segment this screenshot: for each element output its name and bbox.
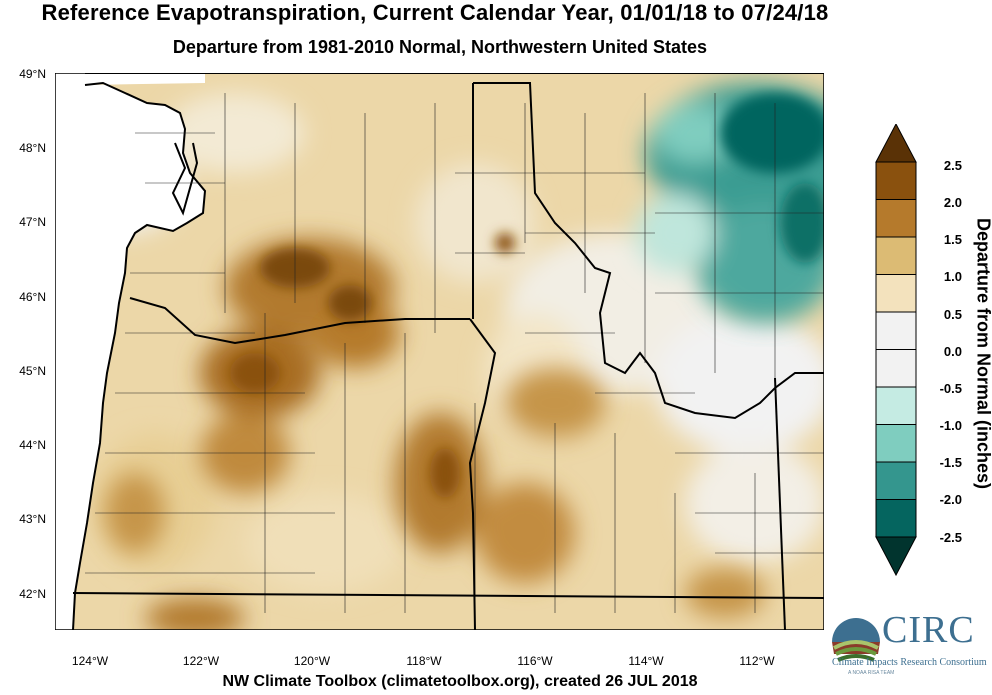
colorbar-block [875,236,917,275]
cb-tick-0.0: 0.0 [943,344,962,359]
cb-tick-neg2.0: -2.0 [939,492,962,507]
lon-label-120: 120°W [293,654,331,668]
lon-label-114: 114°W [628,654,664,668]
logo-subtagline: A NOAA RISA TEAM [848,670,895,676]
lat-label-44: 44°N [19,438,46,452]
circ-logo [832,618,880,662]
lon-label-118: 118°W [406,654,442,668]
cb-tick-neg1.0: -1.0 [939,418,962,433]
lon-label-122: 122°W [182,654,220,668]
footer-credit: NW Climate Toolbox (climatetoolbox.org),… [222,673,698,690]
lon-label-124: 124°W [71,654,109,668]
colorbar-block [875,424,917,463]
colorbar-block [875,499,917,538]
logo-emblem [832,618,880,662]
cb-tick-neg2.5: -2.5 [939,530,962,545]
colorbar-top-arrow [875,124,917,163]
departure-map [55,73,824,630]
raster-layer [73,73,824,630]
page-subtitle: Departure from 1981-2010 Normal, Northwe… [172,37,708,57]
cb-tick-1.5: 1.5 [943,232,962,247]
page-title: Reference Evapotranspiration, Current Ca… [41,0,829,25]
lat-label-45: 45°N [19,364,46,378]
cb-tick-neg0.5: -0.5 [939,381,962,396]
colorbar [875,124,917,577]
cb-tick-0.5: 0.5 [943,307,962,322]
lat-label-46: 46°N [19,290,46,304]
lat-label-47: 47°N [19,215,46,229]
cb-tick-neg1.5: -1.5 [939,455,962,470]
colorbar-block [875,386,917,425]
cb-tick-1.0: 1.0 [943,269,962,284]
logo-tagline: Climate Impacts Research Consortium [832,657,987,668]
colorbar-block [875,349,917,388]
cb-tick-2.5: 2.5 [943,158,962,173]
state-borders [72,73,824,630]
county-lines [85,93,824,613]
colorbar-block [875,161,917,200]
coastline [72,81,207,630]
lat-label-48: 48°N [19,141,46,155]
lat-label-42: 42°N [19,587,46,601]
lat-label-49: 49°N [19,67,46,81]
cb-tick-2.0: 2.0 [943,195,962,210]
colorbar-block [875,199,917,238]
lon-label-116: 116°W [517,654,553,668]
colorbar-bottom-arrow [875,536,917,577]
lat-label-43: 43°N [19,512,46,526]
colorbar-block [875,461,917,500]
colorbar-title: Departure from Normal (inches) [973,218,992,490]
colorbar-block [875,311,917,350]
logo-wordmark: CIRC [882,609,975,651]
colorbar-block [875,274,917,313]
lon-label-112: 112°W [739,654,775,668]
puget-sound [171,142,199,216]
